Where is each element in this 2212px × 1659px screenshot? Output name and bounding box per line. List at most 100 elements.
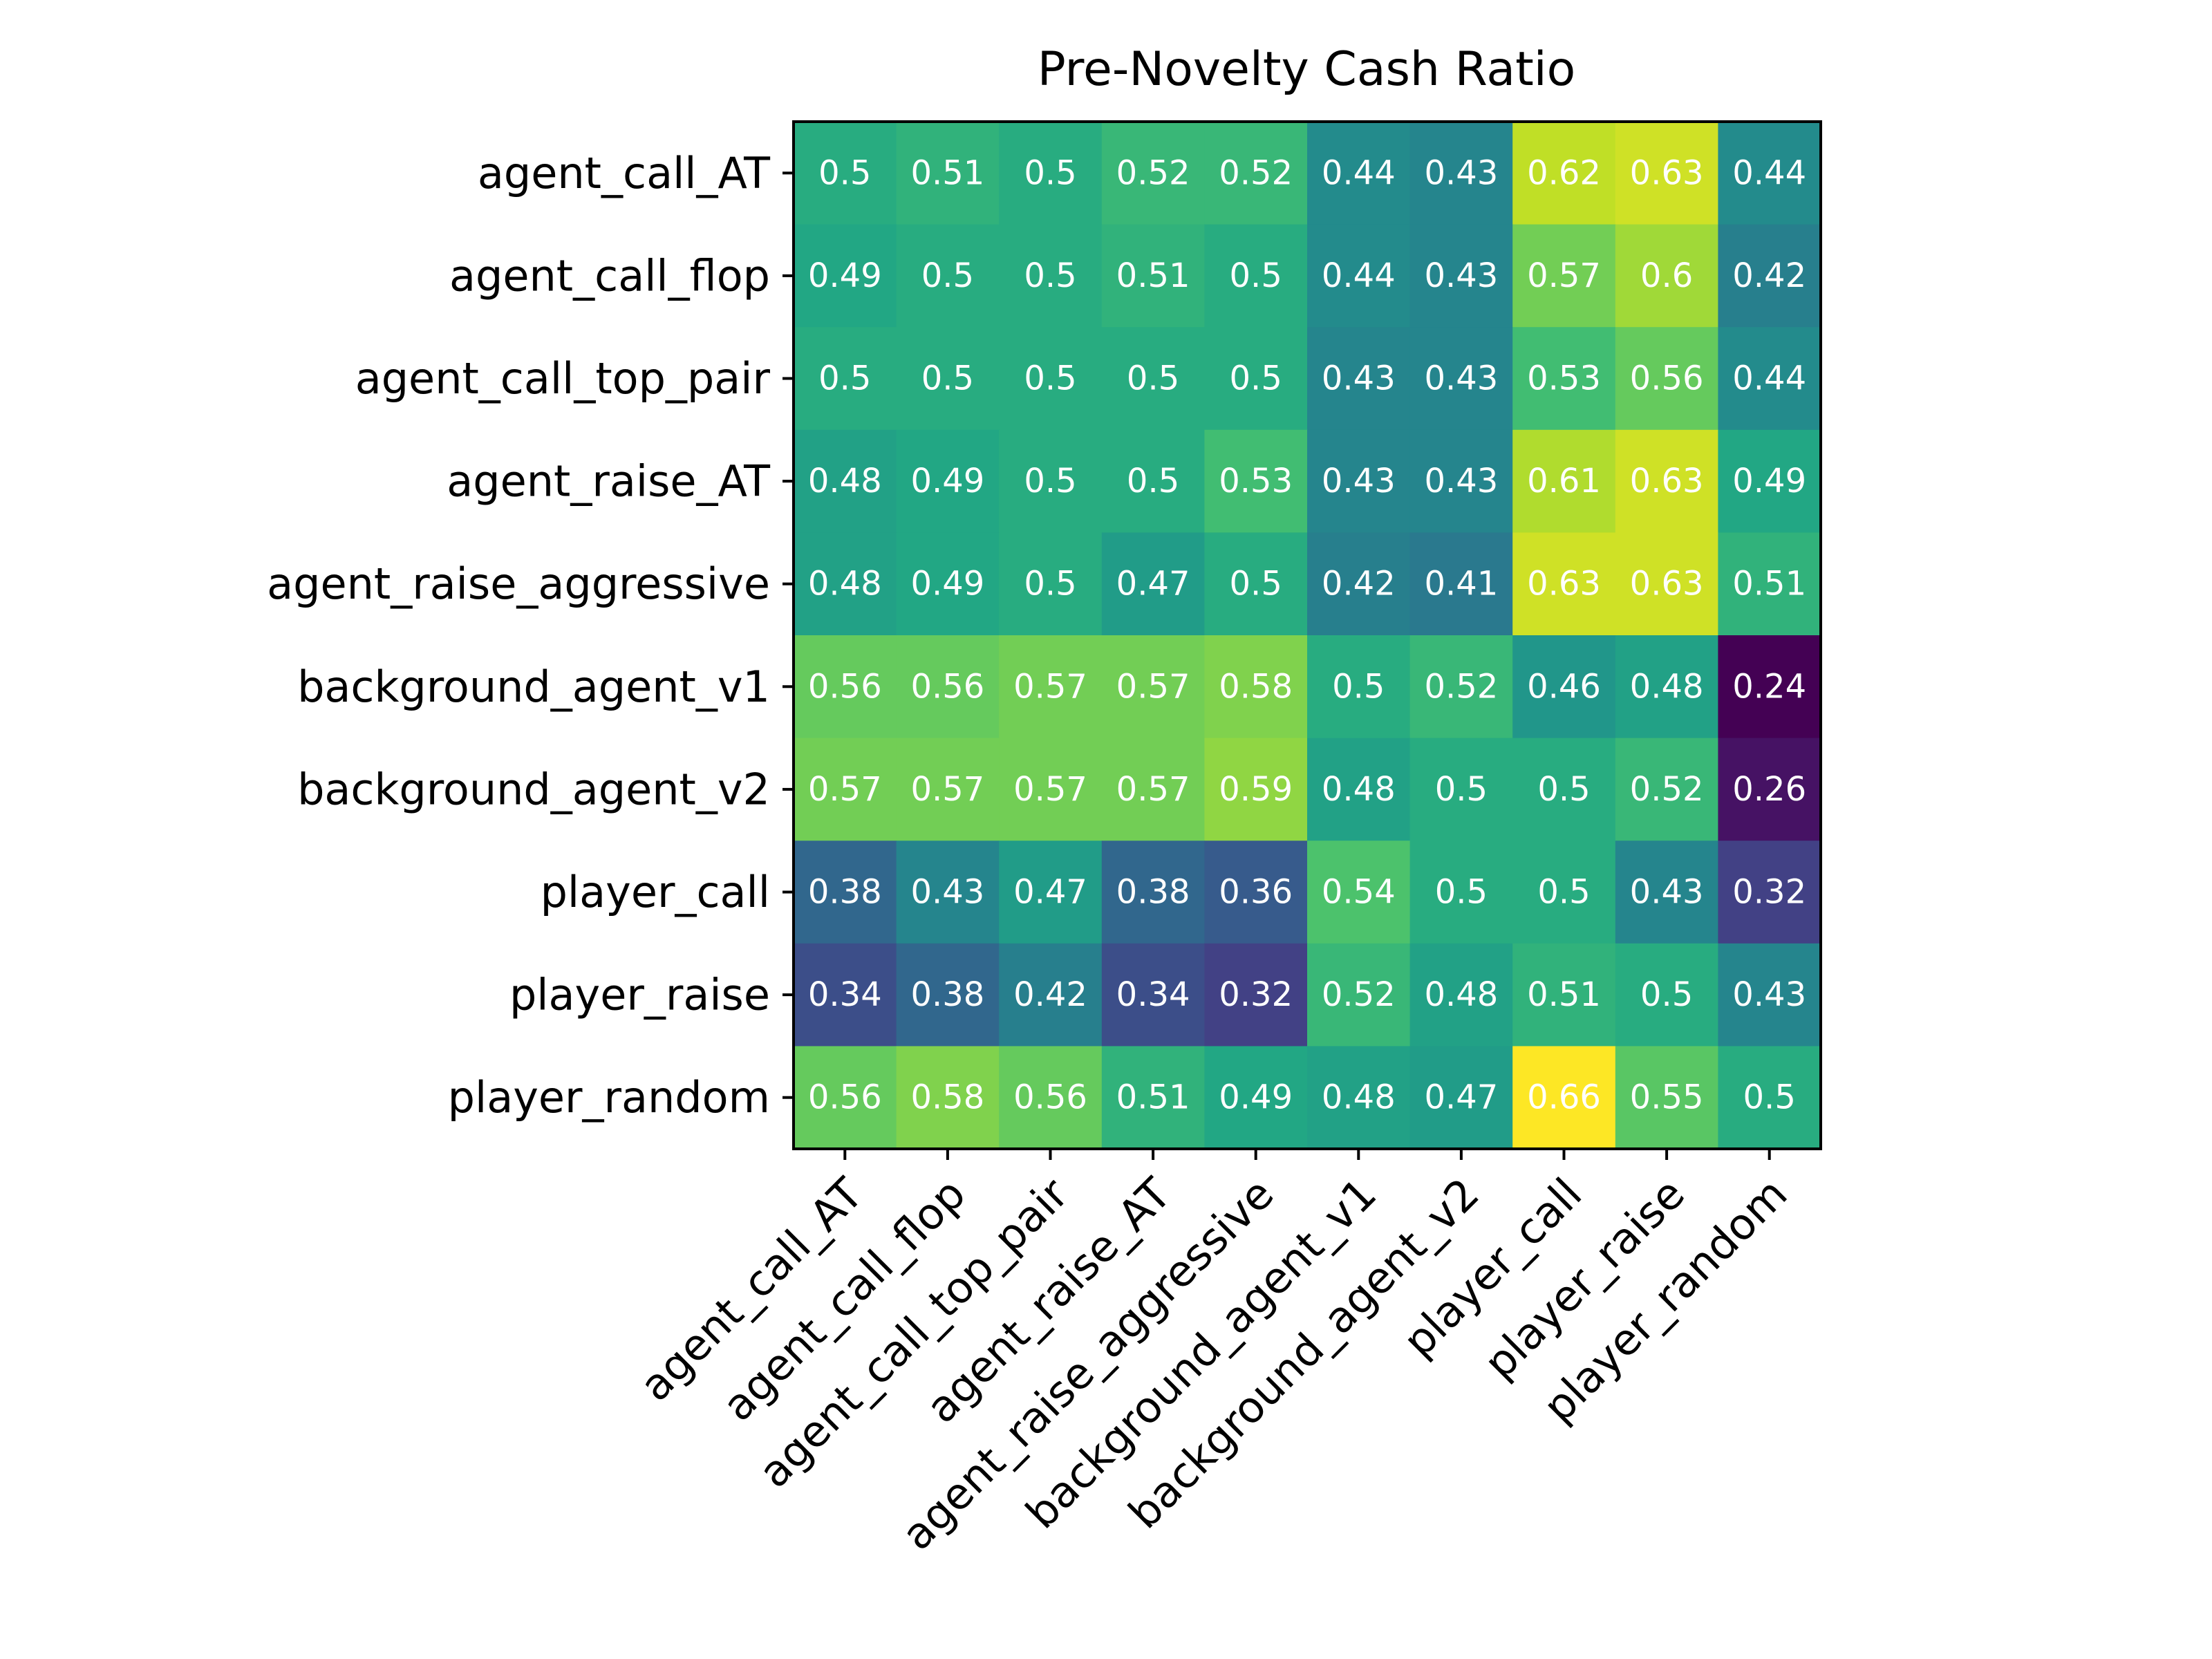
cell-value-label: 0.5: [1024, 462, 1076, 500]
heatmap-cell-r1-c7: [1512, 224, 1616, 328]
y-tick-label: agent_call_flop: [449, 250, 770, 301]
heatmap-cell-r7-c4: [1204, 841, 1308, 944]
heatmap-cell-r2-c4: [1204, 327, 1308, 431]
heatmap-cell-r0-c2: [999, 122, 1103, 225]
cell-value-label: 0.5: [1537, 770, 1590, 809]
heatmap-cell-r5-c1: [896, 635, 1000, 739]
heatmap-cell-r0-c9: [1718, 122, 1821, 225]
heatmap-cell-r9-c8: [1615, 1046, 1718, 1150]
heatmap-cell-r7-c7: [1512, 841, 1616, 944]
cell-value-label: 0.42: [1013, 975, 1087, 1014]
cell-value-label: 0.6: [1640, 256, 1693, 295]
heatmap-cell-r5-c3: [1101, 635, 1205, 739]
cell-value-label: 0.58: [1219, 667, 1293, 706]
y-tick-label: player_random: [448, 1072, 770, 1123]
cell-value-label: 0.49: [808, 256, 882, 295]
cell-value-label: 0.38: [1116, 873, 1190, 912]
cell-value-label: 0.47: [1116, 565, 1190, 603]
heatmap-cell-r5-c0: [794, 635, 897, 739]
heatmap-cell-r9-c7: [1512, 1046, 1616, 1150]
cell-value-label: 0.38: [808, 873, 882, 912]
cell-value-label: 0.48: [1322, 1078, 1396, 1117]
cell-value-label: 0.5: [1230, 359, 1282, 398]
cell-value-label: 0.5: [1024, 153, 1076, 192]
cell-value-label: 0.57: [910, 770, 984, 809]
heatmap-cell-r3-c0: [794, 429, 897, 533]
heatmap-cell-r1-c0: [794, 224, 897, 328]
heatmap-cell-r5-c8: [1615, 635, 1718, 739]
cell-value-label: 0.5: [921, 256, 974, 295]
cell-value-label: 0.51: [1732, 565, 1806, 603]
y-tick-label: agent_raise_AT: [447, 456, 771, 507]
cell-value-label: 0.41: [1424, 565, 1498, 603]
heatmap-cell-r3-c4: [1204, 429, 1308, 533]
heatmap-cell-r7-c6: [1409, 841, 1513, 944]
heatmap-cell-r1-c5: [1307, 224, 1411, 328]
heatmap-cell-r5-c5: [1307, 635, 1411, 739]
cell-value-label: 0.53: [1219, 462, 1293, 500]
cell-value-label: 0.5: [1230, 565, 1282, 603]
heatmap-cell-r2-c8: [1615, 327, 1718, 431]
cell-value-label: 0.5: [1127, 462, 1179, 500]
cell-value-label: 0.52: [1424, 667, 1498, 706]
y-tick-label: player_raise: [509, 970, 770, 1020]
heatmap-cell-r1-c4: [1204, 224, 1308, 328]
cell-value-label: 0.47: [1424, 1078, 1498, 1117]
heatmap-cell-r2-c9: [1718, 327, 1821, 431]
heatmap-cell-r4-c0: [794, 532, 897, 636]
cell-value-label: 0.43: [910, 873, 984, 912]
cell-value-label: 0.5: [1435, 873, 1488, 912]
heatmap-cell-r2-c7: [1512, 327, 1616, 431]
heatmap-cell-r9-c4: [1204, 1046, 1308, 1150]
heatmap-cell-r6-c9: [1718, 738, 1821, 841]
cell-value-label: 0.42: [1322, 565, 1396, 603]
heatmap-cell-r4-c3: [1101, 532, 1205, 636]
heatmap-cell-r8-c7: [1512, 943, 1616, 1047]
cell-value-label: 0.43: [1424, 359, 1498, 398]
cell-value-label: 0.66: [1527, 1078, 1601, 1117]
heatmap-cell-r6-c4: [1204, 738, 1308, 841]
cell-value-label: 0.36: [1219, 873, 1293, 912]
cell-value-label: 0.63: [1630, 565, 1704, 603]
heatmap-cell-r0-c1: [896, 122, 1000, 225]
cell-value-label: 0.52: [1630, 770, 1704, 809]
heatmap-cell-r3-c5: [1307, 429, 1411, 533]
cell-value-label: 0.43: [1424, 462, 1498, 500]
heatmap-cell-r0-c5: [1307, 122, 1411, 225]
heatmap-cell-r3-c8: [1615, 429, 1718, 533]
heatmap-cell-r8-c0: [794, 943, 897, 1047]
cell-value-label: 0.54: [1322, 873, 1396, 912]
plot-frame: [792, 120, 1822, 1150]
heatmap-cell-r1-c9: [1718, 224, 1821, 328]
cell-value-label: 0.51: [1527, 975, 1601, 1014]
y-tick-label: background_agent_v1: [297, 662, 770, 712]
cell-value-label: 0.5: [1537, 873, 1590, 912]
cell-value-label: 0.56: [1013, 1078, 1087, 1117]
heatmap-cell-r8-c6: [1409, 943, 1513, 1047]
cell-value-label: 0.32: [1732, 873, 1806, 912]
heatmap-cell-r1-c3: [1101, 224, 1205, 328]
y-axis: agent_call_AT agent_call_flop agent_call_t…: [267, 148, 794, 1123]
cell-value-label: 0.63: [1630, 462, 1704, 500]
heatmap-cell-r1-c6: [1409, 224, 1513, 328]
heatmap-cell-r9-c1: [896, 1046, 1000, 1150]
cell-value-label: 0.49: [1732, 462, 1806, 500]
cell-value-label: 0.5: [1230, 256, 1282, 295]
cell-value-label: 0.42: [1732, 256, 1806, 295]
heatmap-cell-r9-c0: [794, 1046, 897, 1150]
cell-value-label: 0.56: [910, 667, 984, 706]
heatmap-cell-r4-c7: [1512, 532, 1616, 636]
cell-value-label: 0.57: [1013, 667, 1087, 706]
cell-value-label: 0.43: [1322, 359, 1396, 398]
cell-value-label: 0.32: [1219, 975, 1293, 1014]
cell-value-label: 0.38: [910, 975, 984, 1014]
cell-value-label: 0.51: [1116, 1078, 1190, 1117]
heatmap-cell-r1-c8: [1615, 224, 1718, 328]
cell-value-label: 0.53: [1527, 359, 1601, 398]
cell-value-label: 0.34: [808, 975, 882, 1014]
heatmap-cell-r3-c3: [1101, 429, 1205, 533]
cell-value-label: 0.26: [1732, 770, 1806, 809]
cell-value-label: 0.49: [910, 565, 984, 603]
cell-value-label: 0.57: [1116, 770, 1190, 809]
heatmap-cell-r6-c8: [1615, 738, 1718, 841]
